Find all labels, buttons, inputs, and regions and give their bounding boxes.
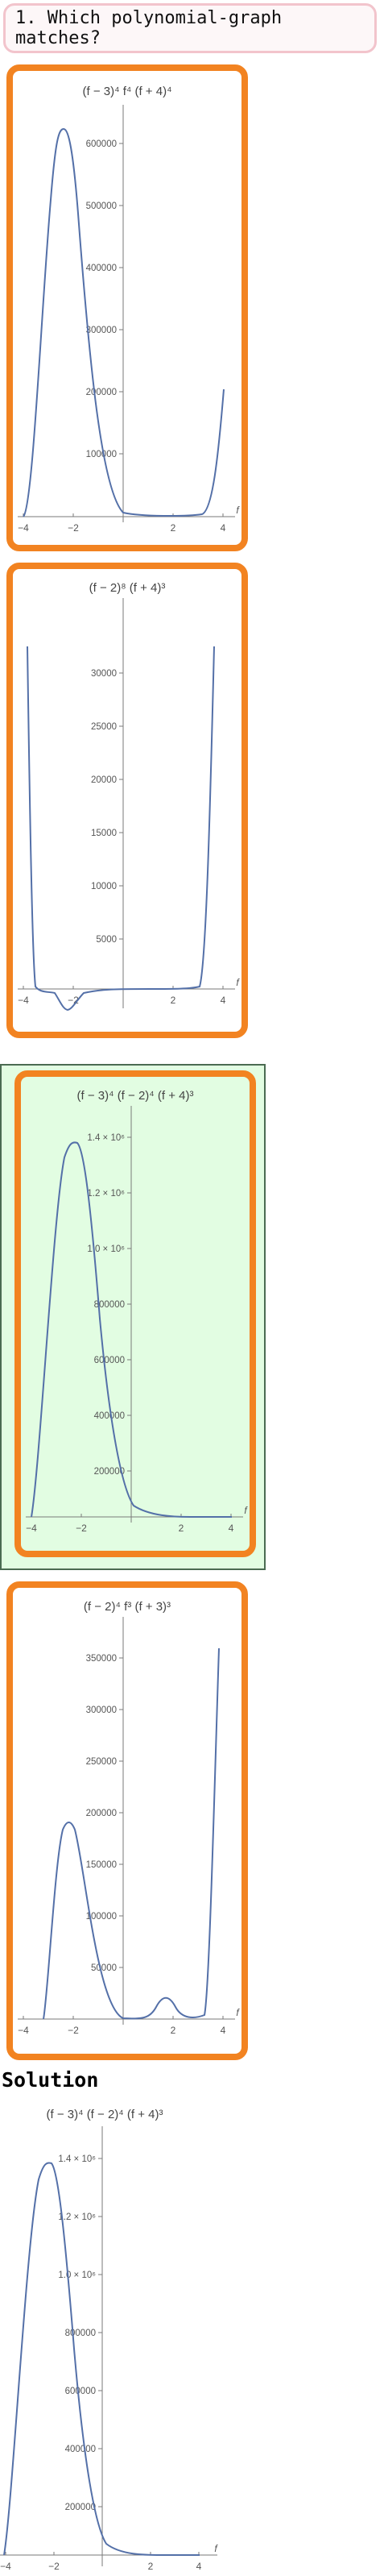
option-4-y-tick: 250000 bbox=[86, 1757, 117, 1767]
option-3-y-tick: 1.0 × 10⁶ bbox=[87, 1244, 125, 1254]
option-4-curve bbox=[43, 1647, 220, 2020]
option-2-y-tick: 5000 bbox=[96, 935, 117, 945]
option-1-axis-var: f bbox=[236, 505, 240, 516]
option-4-x-tick: −4 bbox=[18, 2025, 29, 2036]
option-2-axis-var: f bbox=[236, 977, 240, 988]
option-2-y-tick: 10000 bbox=[91, 882, 117, 891]
option-4-x-tick: 4 bbox=[221, 2025, 226, 2036]
option-1-y-tick: 200000 bbox=[86, 388, 117, 397]
option-1-x-tick: 4 bbox=[221, 522, 226, 534]
solution-curve bbox=[3, 2162, 200, 2556]
option-4-axis-var: f bbox=[236, 2007, 240, 2018]
option-4-title: (f − 2)⁴ f³ (f + 3)³ bbox=[84, 1600, 171, 1614]
option-4-y-tick: 300000 bbox=[86, 1706, 117, 1715]
option-1-x-tick: −4 bbox=[18, 522, 29, 534]
option-3-y-tick: 1.4 × 10⁶ bbox=[87, 1133, 125, 1143]
solution-plot: (f − 3)⁴ (f − 2)⁴ (f + 4)³ 200000 400000… bbox=[0, 2108, 218, 2572]
option-4-y-tick: 100000 bbox=[86, 1912, 117, 1922]
option-2-x-tick: 2 bbox=[171, 995, 176, 1006]
option-1-y-tick: 100000 bbox=[86, 450, 117, 459]
question-prompt: 1. Which polynomial-graph matches? bbox=[3, 3, 377, 53]
option-4-y-tick: 200000 bbox=[86, 1809, 117, 1818]
solution-y-tick: 600000 bbox=[65, 2387, 96, 2396]
solution-y-tick: 400000 bbox=[65, 2445, 96, 2454]
solution-y-tick: 200000 bbox=[65, 2503, 96, 2512]
solution-y-tick: 1.2 × 10⁶ bbox=[58, 2212, 96, 2222]
option-3-y-tick: 1.2 × 10⁶ bbox=[87, 1189, 125, 1199]
option-1-x-tick: 2 bbox=[171, 522, 176, 534]
option-1-y-tick: 400000 bbox=[86, 264, 117, 273]
answer-option-4[interactable]: (f − 2)⁴ f³ (f + 3)³ 50000 100000 150000… bbox=[6, 1581, 248, 2060]
solution-title: (f − 3)⁴ (f − 2)⁴ (f + 4)³ bbox=[46, 2108, 163, 2121]
option-1-curve bbox=[23, 127, 225, 517]
option-2-x-tick: −4 bbox=[18, 995, 29, 1006]
option-1-plot: (f − 3)⁴ f⁴ (f + 4)⁴ 100000 200000 30000… bbox=[18, 85, 240, 534]
option-3-x-tick: −4 bbox=[26, 1523, 37, 1534]
option-3-axis-var: f bbox=[244, 1505, 248, 1516]
option-4-plot: (f − 2)⁴ f³ (f + 3)³ 50000 100000 150000… bbox=[18, 1600, 240, 2036]
option-1-y-tick: 600000 bbox=[86, 139, 117, 149]
option-2-title: (f − 2)⁸ (f + 4)³ bbox=[89, 581, 166, 595]
solution-x-tick: 2 bbox=[148, 2561, 154, 2572]
answer-option-3[interactable]: (f − 3)⁴ (f − 2)⁴ (f + 4)³ 200000 400000… bbox=[14, 1070, 256, 1557]
option-2-plot: (f − 2)⁸ (f + 4)³ 5000 10000 15000 20000… bbox=[18, 581, 240, 1012]
option-4-y-tick: 150000 bbox=[86, 1860, 117, 1870]
solution-y-tick: 800000 bbox=[65, 2329, 96, 2338]
solution-y-tick: 1.4 × 10⁶ bbox=[58, 2154, 96, 2164]
option-3-title: (f − 3)⁴ (f − 2)⁴ (f + 4)³ bbox=[76, 1089, 193, 1103]
option-3-y-tick: 400000 bbox=[94, 1411, 125, 1421]
option-1-x-tick: −2 bbox=[68, 522, 79, 534]
option-2-curve bbox=[27, 646, 215, 1012]
option-3-x-tick: −2 bbox=[76, 1523, 87, 1534]
option-2-y-tick: 25000 bbox=[91, 722, 117, 732]
solution-x-tick: 4 bbox=[196, 2561, 202, 2572]
option-1-y-tick: 300000 bbox=[86, 326, 117, 335]
option-4-x-tick: −2 bbox=[68, 2025, 79, 2036]
option-3-curve bbox=[31, 1141, 232, 1518]
solution-axis-var: f bbox=[214, 2543, 218, 2554]
option-3-y-tick: 200000 bbox=[94, 1467, 125, 1477]
option-2-y-tick: 15000 bbox=[91, 829, 117, 838]
option-1-y-tick: 500000 bbox=[86, 202, 117, 211]
option-2-y-tick: 30000 bbox=[91, 669, 117, 679]
option-2-x-tick: 4 bbox=[221, 995, 226, 1006]
option-4-x-tick: 2 bbox=[171, 2025, 176, 2036]
solution-heading: Solution bbox=[2, 2068, 99, 2092]
option-4-y-tick: 50000 bbox=[91, 1963, 117, 1973]
solution-x-tick: −4 bbox=[0, 2561, 11, 2572]
option-3-y-tick: 800000 bbox=[94, 1300, 125, 1310]
solution-y-tick: 1.0 × 10⁶ bbox=[58, 2271, 96, 2280]
option-3-x-tick: 2 bbox=[179, 1523, 184, 1534]
option-3-y-tick: 600000 bbox=[94, 1356, 125, 1365]
answer-option-1[interactable]: (f − 3)⁴ f⁴ (f + 4)⁴ 100000 200000 30000… bbox=[6, 64, 248, 551]
option-4-y-tick: 350000 bbox=[86, 1654, 117, 1664]
option-3-x-tick: 4 bbox=[229, 1523, 234, 1534]
option-1-title: (f − 3)⁴ f⁴ (f + 4)⁴ bbox=[82, 85, 171, 98]
answer-option-2[interactable]: (f − 2)⁸ (f + 4)³ 5000 10000 15000 20000… bbox=[6, 563, 248, 1038]
question-text: 1. Which polynomial-graph matches? bbox=[15, 8, 283, 48]
option-2-y-tick: 20000 bbox=[91, 775, 117, 785]
option-3-plot: (f − 3)⁴ (f − 2)⁴ (f + 4)³ 200000 400000… bbox=[26, 1089, 248, 1534]
solution-x-tick: −2 bbox=[48, 2561, 60, 2572]
